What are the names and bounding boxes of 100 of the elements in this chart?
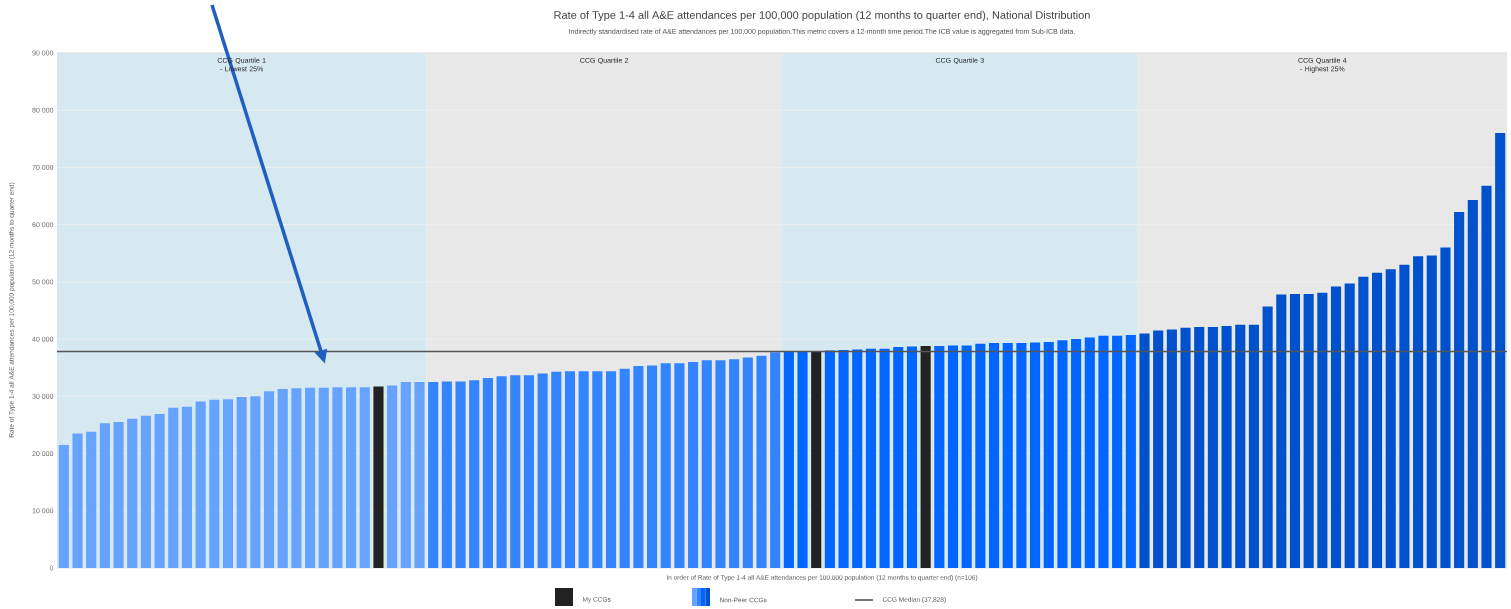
bar [1262, 306, 1273, 568]
bar [674, 363, 685, 568]
bar [1194, 327, 1205, 568]
bar [1016, 343, 1027, 568]
bar [1454, 212, 1465, 568]
chart-title: Rate of Type 1-4 all A&E attendances per 100,000 population (12 months to quarter end), National Distribution [554, 10, 1090, 22]
bar [195, 401, 206, 568]
bar [592, 371, 603, 568]
bar [646, 365, 658, 568]
bar [934, 345, 945, 568]
bar [359, 387, 370, 568]
bar [1385, 269, 1396, 568]
bar [688, 362, 699, 568]
bar [852, 349, 863, 568]
bar [838, 349, 849, 568]
bar [318, 387, 329, 568]
bar [154, 414, 165, 568]
bar [1372, 272, 1383, 568]
bar [1166, 329, 1177, 568]
bar [181, 406, 193, 568]
bar [414, 382, 425, 568]
bar [783, 351, 794, 568]
bar [1057, 340, 1068, 568]
bar [58, 444, 69, 568]
bar [660, 363, 671, 568]
bar [1125, 335, 1136, 568]
bar [1112, 335, 1123, 568]
bar [1317, 292, 1328, 568]
bar [250, 396, 261, 568]
bar [168, 407, 179, 568]
bar [428, 382, 439, 568]
bar [1426, 255, 1437, 568]
bar [291, 388, 302, 568]
bar [1002, 343, 1013, 568]
bar [865, 348, 876, 568]
bar [99, 423, 110, 568]
bar [633, 366, 644, 568]
bar [578, 371, 589, 568]
bar [1399, 264, 1410, 568]
bar [469, 380, 480, 568]
bar [263, 391, 275, 568]
bar [113, 422, 124, 568]
bar [1248, 324, 1259, 568]
bar [961, 345, 972, 568]
bar [770, 352, 781, 568]
bar [1180, 327, 1191, 568]
bar [523, 375, 534, 568]
bar [455, 381, 466, 568]
bar [482, 378, 493, 568]
bar [1207, 327, 1218, 568]
bar [496, 376, 507, 568]
bar [140, 415, 151, 568]
bar [346, 387, 357, 568]
bar [86, 431, 97, 568]
bar [441, 381, 452, 568]
bar [222, 399, 234, 568]
bar [756, 355, 767, 568]
bar [72, 433, 83, 568]
bar [797, 351, 808, 568]
bar [236, 396, 247, 568]
bar [537, 373, 548, 568]
bar [879, 348, 890, 568]
bar [1276, 294, 1287, 568]
bar [1330, 286, 1342, 568]
bar [619, 368, 630, 568]
bar [332, 387, 343, 568]
bar [1030, 342, 1041, 568]
bar [742, 357, 753, 568]
bar [920, 345, 931, 568]
bar [510, 375, 521, 568]
bar [1221, 325, 1232, 568]
bar [947, 345, 959, 568]
bar [605, 371, 617, 568]
bar [1071, 339, 1082, 568]
bar [1467, 200, 1478, 568]
bar [209, 399, 220, 568]
bar [400, 382, 411, 568]
bar [277, 388, 288, 568]
bar [1481, 185, 1492, 568]
bar [1344, 283, 1355, 568]
bar [729, 359, 740, 568]
bar [387, 385, 398, 568]
bar [701, 360, 712, 568]
bar [1235, 324, 1246, 568]
bar [1084, 337, 1095, 568]
bar [127, 418, 138, 568]
bar [373, 386, 384, 568]
bar [975, 343, 986, 568]
bar [988, 343, 1000, 568]
bar [1358, 276, 1369, 568]
bar [1139, 333, 1150, 568]
bar [1153, 330, 1164, 568]
bar [1043, 341, 1054, 568]
bar [811, 351, 822, 568]
bar [1413, 256, 1424, 568]
bar [906, 346, 918, 568]
bar [305, 387, 316, 568]
bar [1303, 293, 1314, 568]
bar [551, 371, 562, 568]
bar [1495, 133, 1506, 568]
